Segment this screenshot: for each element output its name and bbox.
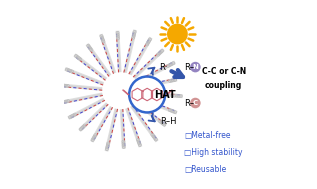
- Circle shape: [167, 24, 188, 44]
- Circle shape: [129, 77, 165, 112]
- Circle shape: [190, 62, 201, 72]
- Text: N: N: [192, 64, 198, 70]
- Text: C-C or C-N: C-C or C-N: [202, 67, 246, 76]
- Text: R–: R–: [184, 63, 194, 72]
- Text: □Metal-free: □Metal-free: [184, 131, 230, 140]
- Text: HAT: HAT: [154, 91, 176, 100]
- Text: R·: R·: [159, 63, 168, 72]
- Text: □High stability: □High stability: [184, 148, 243, 157]
- Text: R–: R–: [184, 98, 194, 108]
- Circle shape: [190, 98, 201, 108]
- Text: □Reusable: □Reusable: [184, 165, 226, 174]
- Text: R–H: R–H: [160, 117, 177, 126]
- Text: coupling: coupling: [205, 81, 242, 90]
- Circle shape: [105, 75, 137, 107]
- Text: C: C: [193, 100, 198, 106]
